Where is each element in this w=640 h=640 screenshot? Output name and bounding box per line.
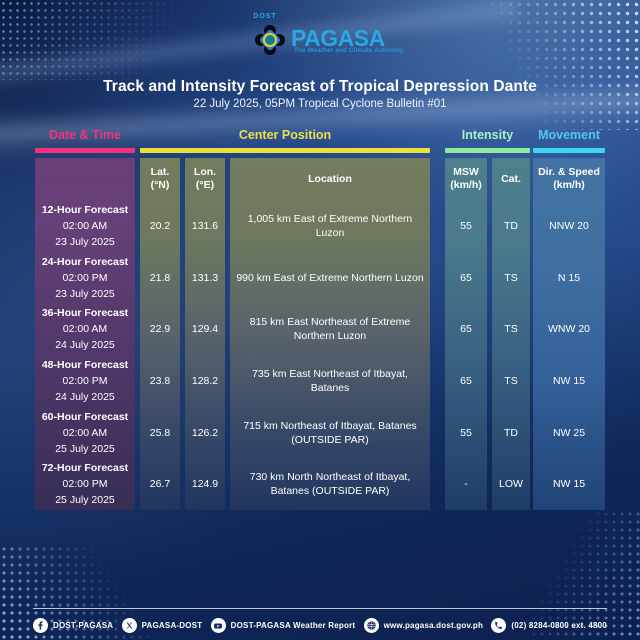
footer-phone-link[interactable]: (02) 8284-0800 ext. 4800: [491, 618, 607, 633]
lat-value: 25.8: [149, 426, 171, 439]
date-time-blank-header: [35, 158, 135, 200]
table-row-date-cell: 24-Hour Forecast 02:00 PM 23 July 2025: [41, 255, 129, 300]
movement-value: NW 15: [552, 374, 586, 387]
msw-value: -: [464, 478, 468, 491]
table-row-date-cell: 72-Hour Forecast 02:00 PM 25 July 2025: [41, 462, 129, 507]
group-header-date-time: Date & Time: [48, 128, 121, 142]
facebook-icon: [33, 618, 48, 633]
date-time-underline: [35, 148, 135, 153]
youtube-icon: [210, 618, 226, 633]
globe-icon: [363, 618, 379, 633]
dost-label: DOST: [253, 13, 277, 20]
group-header-movement: Movement: [538, 128, 600, 142]
lat-value: 23.8: [149, 374, 171, 387]
footer-bar: DOST-PAGASA PAGASA-DOST DOST-PAGASA Weat…: [33, 608, 607, 633]
msw-column-header: MSW (km/h): [450, 166, 482, 191]
cat-value: LOW: [499, 478, 523, 491]
column-msw: MSW (km/h) 55 65 65 65 55 -: [445, 158, 487, 510]
column-direction-speed: Dir. & Speed (km/h) NNW 20 N 15 WNW 20 N…: [533, 158, 605, 510]
msw-value: 55: [460, 219, 472, 232]
intensity-underline: [445, 148, 530, 153]
dir-column-header: Dir. & Speed (km/h): [538, 166, 600, 191]
msw-value: 65: [460, 271, 472, 284]
msw-value: 55: [460, 426, 472, 439]
footer-facebook-label: DOST-PAGASA: [53, 621, 114, 630]
column-category: Cat. TD TS TS TS TD LOW: [492, 158, 530, 510]
movement-underline: [533, 148, 605, 153]
location-value: 990 km East of Extreme Northern Luzon: [236, 271, 424, 284]
lat-column-header: Lat. (°N): [150, 166, 170, 191]
lat-value: 20.2: [149, 219, 171, 232]
lon-value: 131.6: [191, 219, 219, 232]
footer-youtube-link[interactable]: DOST-PAGASA Weather Report: [210, 618, 356, 633]
forecast-table: Date & Time Center Position Intensity Mo…: [33, 128, 607, 510]
lat-value: 22.9: [149, 323, 171, 336]
table-row-date-cell: 48-Hour Forecast 02:00 PM 24 July 2025: [41, 358, 129, 403]
movement-value: N 15: [557, 271, 581, 284]
location-value: 735 km East Northeast of Itbayat, Batane…: [252, 367, 408, 394]
lat-value: 26.7: [149, 478, 171, 491]
footer-x-label: PAGASA-DOST: [141, 621, 203, 630]
cat-value: TD: [504, 219, 518, 232]
movement-value: NW 15: [552, 478, 586, 491]
pagasa-wordmark: PAGASA: [291, 25, 385, 51]
lon-value: 131.3: [191, 271, 219, 284]
table-columns: 12-Hour Forecast 02:00 AM 23 July 2025 2…: [33, 158, 607, 510]
lat-value: 21.8: [149, 271, 171, 284]
x-icon: [121, 618, 137, 633]
footer-facebook-link[interactable]: DOST-PAGASA: [33, 618, 113, 633]
location-value: 1,005 km East of Extreme Northern Luzon: [247, 212, 413, 239]
footer-youtube-label: DOST-PAGASA Weather Report: [230, 621, 356, 630]
msw-value: 65: [460, 323, 472, 336]
column-date-time: 12-Hour Forecast 02:00 AM 23 July 2025 2…: [35, 158, 135, 510]
cat-column-header: Cat.: [501, 172, 521, 185]
lon-value: 126.2: [191, 426, 219, 439]
footer-website-label: www.pagasa.dost.gov.ph: [383, 621, 484, 630]
cat-value: TD: [504, 426, 518, 439]
cat-value: TS: [504, 271, 518, 284]
table-row-date-cell: 60-Hour Forecast 02:00 AM 25 July 2025: [41, 410, 129, 455]
location-column-header: Location: [308, 172, 352, 185]
movement-value: WNW 20: [548, 323, 590, 336]
location-value: 730 km North Northeast of Itbayat, Batan…: [249, 471, 411, 498]
pagasa-tagline: The Weather and Climate Authority: [294, 47, 404, 54]
lon-value: 129.4: [191, 323, 219, 336]
location-value: 815 km East Northeast of Extreme Norther…: [249, 316, 411, 343]
cat-value: TS: [504, 374, 518, 387]
lon-column-header: Lon. (°E): [193, 166, 217, 191]
footer-x-link[interactable]: PAGASA-DOST: [121, 618, 203, 633]
group-header-center-position: Center Position: [238, 128, 332, 142]
column-longitude: Lon. (°E) 131.6 131.3 129.4 128.2 126.2 …: [185, 158, 225, 510]
movement-value: NNW 20: [549, 219, 589, 232]
table-row-date-cell: 36-Hour Forecast 02:00 AM 24 July 2025: [41, 307, 129, 352]
cat-value: TS: [504, 323, 518, 336]
dost-flower-icon: [255, 25, 285, 55]
movement-value: NW 25: [552, 426, 586, 439]
msw-value: 65: [460, 374, 472, 387]
page-title: Track and Intensity Forecast of Tropical…: [103, 78, 537, 95]
column-latitude: Lat. (°N) 20.2 21.8 22.9 23.8 25.8 26.7: [140, 158, 180, 510]
pagasa-logo: DOST PAGASA The Weather and Climate Auth…: [0, 0, 640, 62]
table-row-date-cell: 12-Hour Forecast 02:00 AM 23 July 2025: [41, 203, 129, 248]
lon-value: 128.2: [191, 374, 219, 387]
center-position-underline: [140, 148, 430, 153]
group-header-intensity: Intensity: [461, 128, 514, 142]
lon-value: 124.9: [191, 478, 219, 491]
footer-website-link[interactable]: www.pagasa.dost.gov.ph: [363, 618, 484, 633]
page-subtitle: 22 July 2025, 05PM Tropical Cyclone Bull…: [193, 98, 447, 110]
footer-phone-label: (02) 8284-0800 ext. 4800: [511, 621, 607, 630]
phone-icon: [491, 618, 507, 633]
column-location: Location 1,005 km East of Extreme Northe…: [230, 158, 430, 510]
location-value: 715 km Northeast of Itbayat, Batanes (OU…: [243, 419, 417, 446]
